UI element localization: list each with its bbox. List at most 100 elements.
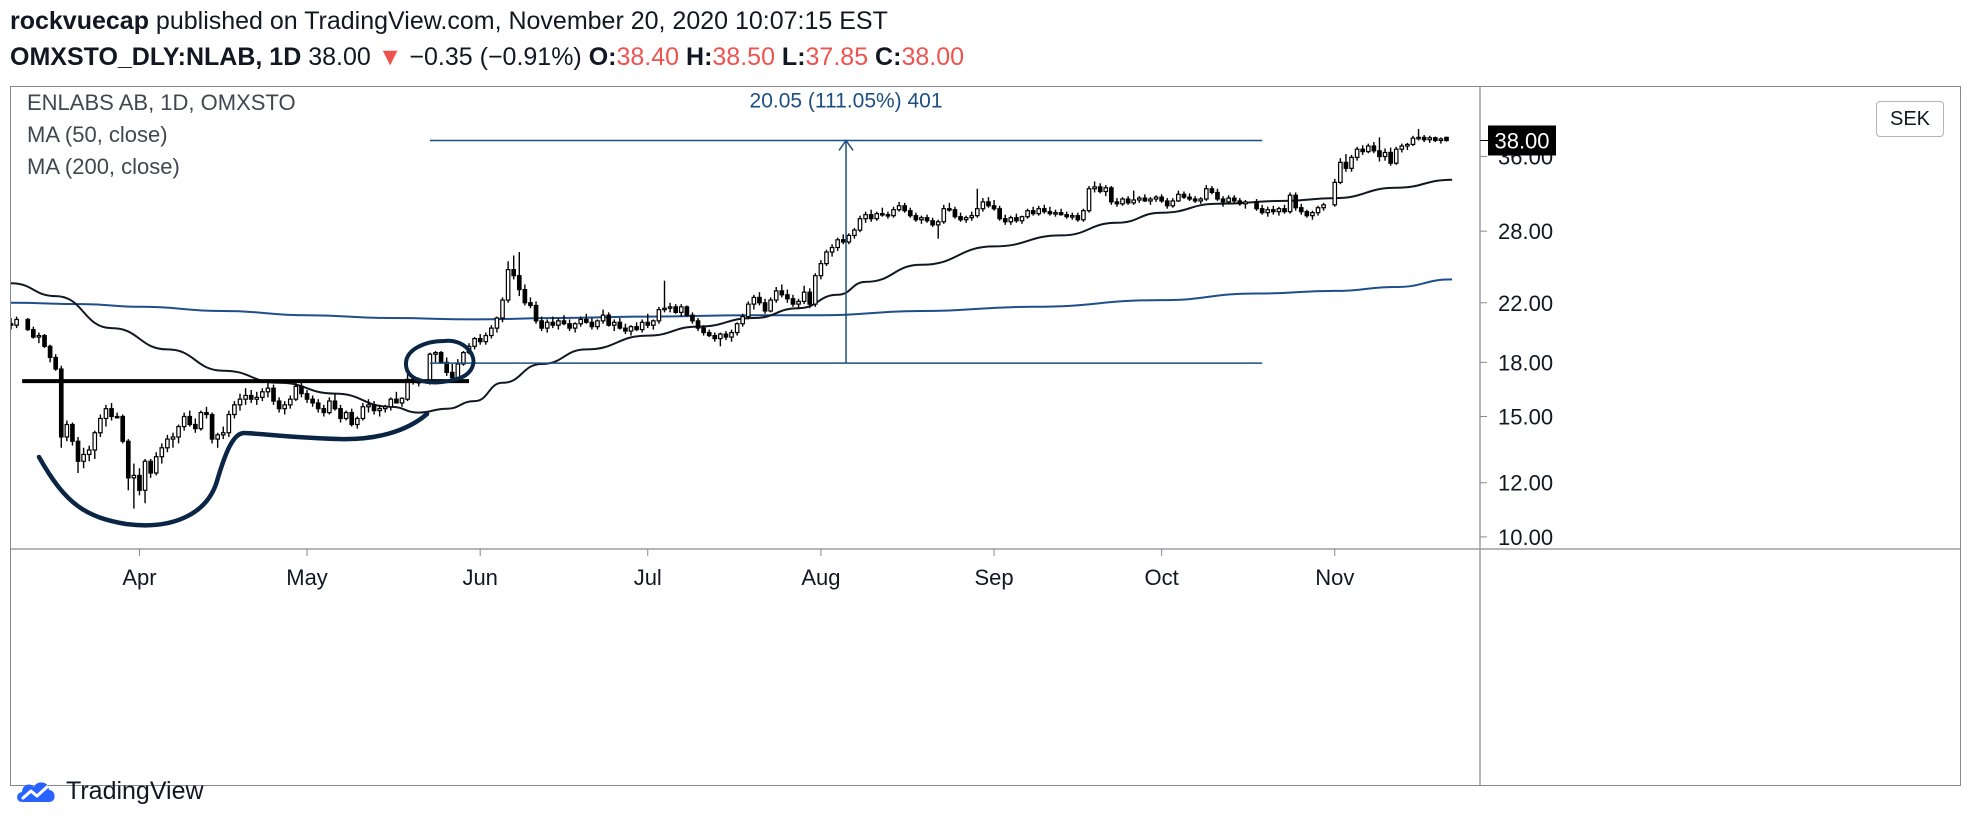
candle bbox=[807, 288, 813, 309]
candle-body bbox=[678, 306, 684, 313]
candle bbox=[639, 319, 645, 333]
candle-body bbox=[718, 333, 723, 340]
candle-body bbox=[1254, 201, 1259, 210]
candle-body bbox=[109, 408, 114, 418]
candle-body bbox=[1377, 150, 1382, 158]
candle bbox=[1388, 147, 1393, 166]
legend-ma50[interactable]: MA (50, close) bbox=[27, 122, 168, 147]
candle-body bbox=[483, 334, 489, 343]
candle bbox=[1047, 206, 1053, 216]
candle-body bbox=[271, 387, 276, 402]
candle bbox=[1310, 210, 1315, 220]
candle-body bbox=[1058, 212, 1064, 216]
candle-body bbox=[623, 327, 628, 332]
candle-body bbox=[282, 404, 288, 410]
candle bbox=[47, 344, 53, 363]
candle-body bbox=[1192, 198, 1198, 202]
candle bbox=[1181, 191, 1187, 200]
candle bbox=[265, 382, 271, 398]
legend-ma200[interactable]: MA (200, close) bbox=[27, 154, 180, 179]
open-value: 38.40 bbox=[616, 43, 680, 71]
candle-body bbox=[840, 239, 846, 243]
candle-body bbox=[276, 400, 282, 410]
candle bbox=[768, 297, 773, 313]
last-price-tag[interactable] bbox=[1488, 125, 1556, 156]
candle bbox=[969, 211, 975, 221]
author-name[interactable]: rockvuecap bbox=[10, 7, 149, 35]
candle bbox=[181, 412, 187, 431]
candle-body bbox=[919, 217, 924, 221]
handle-annotation bbox=[404, 338, 476, 385]
candle-body bbox=[366, 404, 371, 408]
candle bbox=[394, 391, 399, 404]
candle bbox=[153, 452, 159, 476]
y-tick-label: 28.00 bbox=[1498, 219, 1553, 244]
candle-body bbox=[1159, 196, 1164, 202]
candle-body bbox=[494, 317, 500, 329]
candle-body bbox=[874, 213, 880, 220]
candle bbox=[170, 432, 176, 448]
candle-body bbox=[1282, 208, 1287, 213]
candle bbox=[282, 401, 288, 415]
high-label: H: bbox=[686, 43, 713, 71]
candle bbox=[852, 227, 857, 239]
candle bbox=[1315, 205, 1321, 216]
candle bbox=[399, 397, 405, 407]
candle bbox=[801, 285, 807, 305]
candle bbox=[1203, 185, 1209, 201]
candle bbox=[885, 211, 891, 219]
candle-body bbox=[533, 304, 539, 322]
candle-body bbox=[120, 415, 126, 442]
candle bbox=[1220, 196, 1226, 207]
candle bbox=[628, 325, 634, 336]
candle-body bbox=[338, 408, 343, 420]
candle-body bbox=[796, 300, 801, 305]
candle-body bbox=[1069, 215, 1075, 218]
candle bbox=[1164, 198, 1170, 209]
candle bbox=[790, 294, 796, 307]
candle bbox=[902, 202, 908, 213]
candle-body bbox=[1131, 199, 1137, 204]
candle-body bbox=[634, 326, 639, 331]
currency-button[interactable]: SEK bbox=[1876, 101, 1944, 137]
candle bbox=[1265, 206, 1271, 217]
candle bbox=[947, 202, 952, 212]
candle-body bbox=[1170, 200, 1176, 207]
candle-body bbox=[1310, 212, 1315, 217]
candle-body bbox=[1187, 196, 1192, 200]
candle bbox=[360, 402, 366, 421]
candle bbox=[600, 309, 606, 324]
candle-body bbox=[299, 385, 304, 395]
candle-body bbox=[528, 302, 533, 307]
candle bbox=[678, 304, 684, 317]
candle-body bbox=[773, 290, 779, 301]
candle-body bbox=[293, 385, 299, 400]
candle bbox=[354, 416, 360, 429]
candle-body bbox=[388, 398, 394, 408]
candle bbox=[1377, 137, 1382, 162]
candle-body bbox=[924, 217, 930, 222]
candle-body bbox=[248, 394, 254, 400]
price-chart[interactable]: 20.05 (111.05%) 401 10.00 12.00 15.00 18.00… bbox=[11, 87, 1961, 786]
candle-body bbox=[1198, 198, 1204, 202]
candle bbox=[796, 298, 801, 309]
candle bbox=[332, 393, 338, 411]
candle-body bbox=[92, 432, 98, 451]
candle bbox=[109, 402, 114, 421]
footer-brand[interactable]: TradingView bbox=[14, 770, 204, 812]
candle-body bbox=[153, 456, 159, 474]
candle-body bbox=[583, 318, 589, 323]
candle bbox=[338, 404, 343, 423]
candle-body bbox=[243, 394, 248, 400]
candle-body bbox=[114, 415, 120, 419]
y-tick-label: 10.00 bbox=[1498, 525, 1553, 550]
candle bbox=[1014, 213, 1019, 223]
candle bbox=[58, 365, 64, 448]
chart-panel[interactable]: 20.05 (111.05%) 401 10.00 12.00 15.00 18.00… bbox=[10, 86, 1961, 786]
candle-body bbox=[1136, 197, 1142, 201]
candle-body bbox=[1405, 143, 1410, 147]
candle-body bbox=[572, 323, 578, 329]
legend-title[interactable]: ENLABS AB, 1D, OMXSTO bbox=[27, 90, 296, 115]
candle bbox=[142, 458, 148, 504]
candle-body bbox=[1203, 188, 1209, 200]
